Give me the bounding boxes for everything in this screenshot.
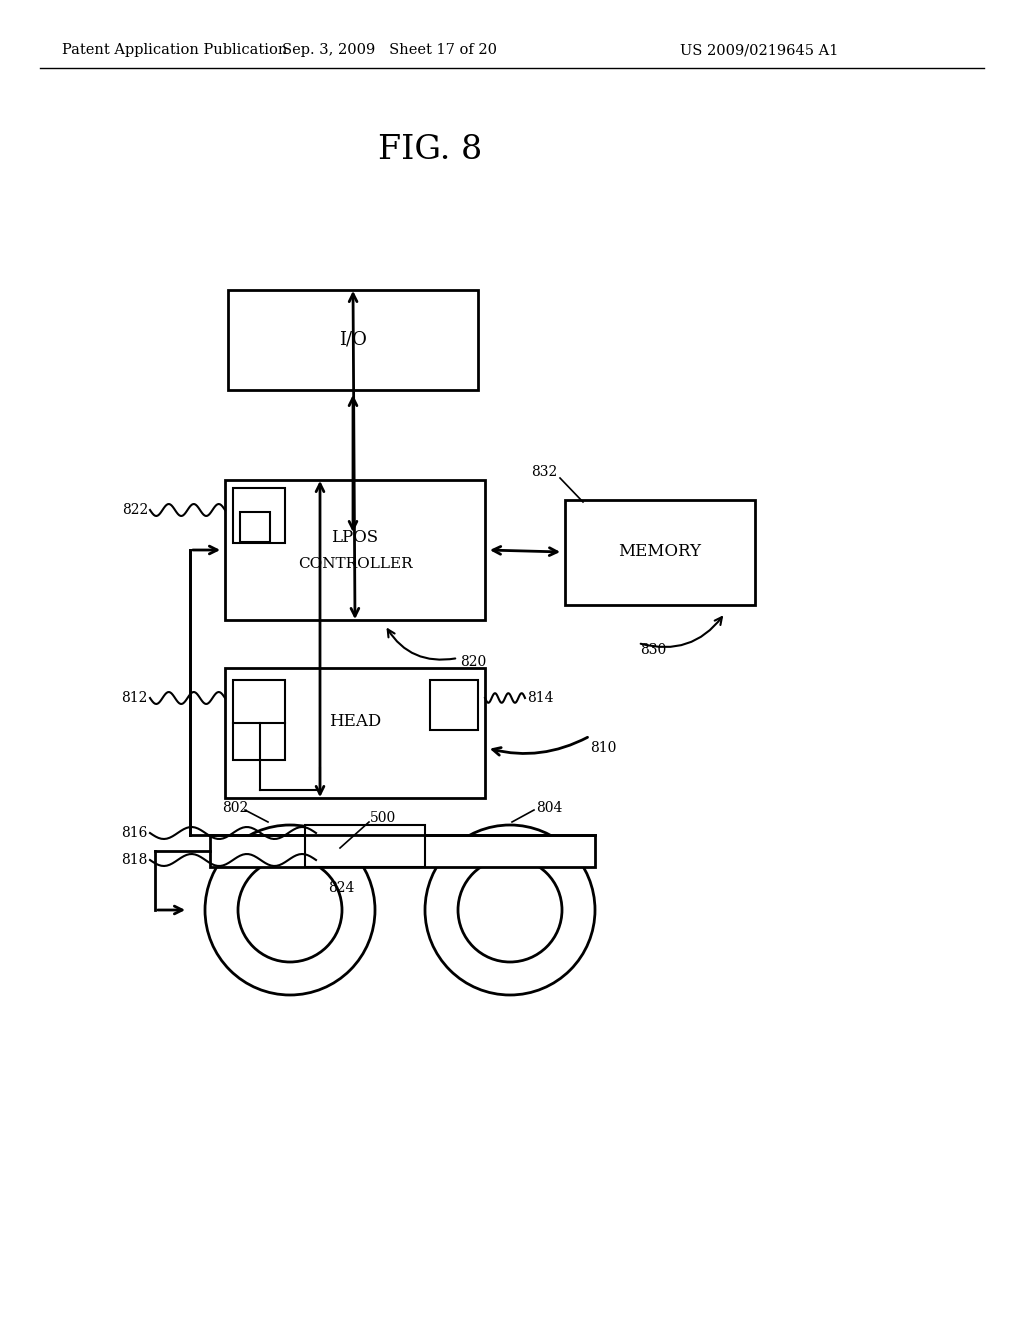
Text: HEAD: HEAD (329, 713, 381, 730)
Text: MEMORY: MEMORY (618, 544, 701, 561)
Bar (305, 825, 425, 867)
Text: US 2009/0219645 A1: US 2009/0219645 A1 (680, 44, 839, 57)
Bar (228, 290, 478, 389)
Text: 810: 810 (590, 741, 616, 755)
Bar (225, 480, 485, 620)
Bar (233, 680, 285, 760)
Text: Sep. 3, 2009   Sheet 17 of 20: Sep. 3, 2009 Sheet 17 of 20 (283, 44, 498, 57)
Bar (565, 500, 755, 605)
Text: 822: 822 (122, 503, 148, 517)
Bar (233, 488, 285, 543)
Text: 804: 804 (536, 801, 562, 814)
Bar (210, 836, 595, 867)
Text: I/O: I/O (339, 331, 367, 348)
Text: 824: 824 (328, 880, 354, 895)
Text: 816: 816 (122, 826, 148, 840)
Text: 820: 820 (460, 655, 486, 669)
Text: LPOS: LPOS (332, 529, 379, 546)
Text: 500: 500 (370, 810, 396, 825)
Text: 818: 818 (122, 853, 148, 867)
Text: 812: 812 (122, 690, 148, 705)
Bar (430, 680, 478, 730)
Bar (240, 512, 270, 543)
Text: 830: 830 (640, 643, 667, 657)
Text: 832: 832 (530, 465, 557, 479)
Text: FIG. 8: FIG. 8 (378, 135, 482, 166)
Text: Patent Application Publication: Patent Application Publication (62, 44, 288, 57)
Text: 802: 802 (222, 801, 248, 814)
Text: CONTROLLER: CONTROLLER (298, 557, 413, 572)
Bar (225, 668, 485, 799)
Text: 814: 814 (527, 690, 554, 705)
